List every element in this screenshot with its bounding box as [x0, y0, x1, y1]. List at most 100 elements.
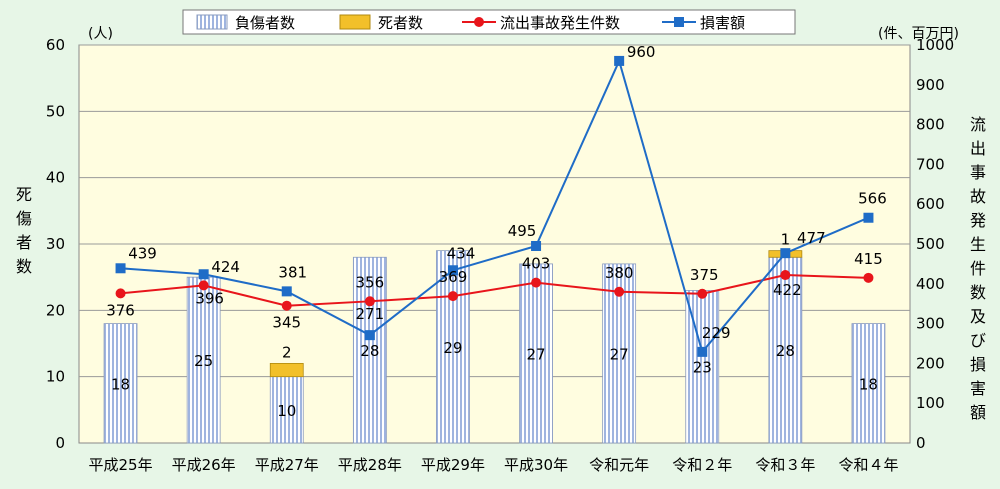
right-axis-title-char: 件 [970, 259, 986, 278]
right-axis-title-char: び [970, 331, 986, 350]
incidents-value-label: 403 [522, 255, 551, 273]
injured-bar [768, 256, 803, 444]
axes-layer: 0102030405060010020030040050060070080090… [46, 36, 954, 474]
right-axis-title-char: 出 [970, 139, 986, 158]
damage-point [531, 240, 542, 251]
category-label: 令和３年 [755, 456, 815, 474]
injured-value-label: 25 [194, 352, 213, 370]
injured-value-label: 23 [693, 359, 712, 377]
injured-bar [103, 323, 138, 444]
injured-bar [851, 323, 886, 444]
right-tick-label: 700 [916, 155, 945, 173]
damage-point [697, 346, 708, 357]
incidents-line [120, 274, 869, 307]
right-axis-title-char: 流 [970, 115, 986, 134]
damage-value-label: 495 [508, 222, 537, 240]
right-tick-label: 600 [916, 195, 945, 213]
category-label: 平成30年 [504, 456, 568, 474]
incidents-value-label: 369 [439, 268, 468, 286]
injured-bar [352, 256, 387, 444]
damage-value-label: 566 [858, 190, 887, 208]
category-label: 平成25年 [89, 456, 153, 474]
left-tick-label: 40 [46, 169, 65, 187]
category-label: 平成26年 [172, 456, 236, 474]
injured-value-label: 28 [360, 342, 379, 360]
incidents-value-label: 415 [854, 250, 883, 268]
incidents-point [614, 286, 625, 297]
damage-point [614, 55, 625, 66]
damage-point [780, 248, 791, 259]
damage-value-label: 434 [447, 244, 476, 262]
damage-value-label: 477 [797, 229, 826, 247]
incidents-point [447, 291, 458, 302]
right-tick-label: 300 [916, 315, 945, 333]
lines-layer [115, 55, 874, 357]
injured-bar [519, 263, 553, 444]
legend-label: 負傷者数 [235, 14, 295, 32]
incidents-point [780, 270, 791, 281]
right-axis-unit: (件、百万円) [878, 26, 959, 42]
category-label: 令和２年 [672, 456, 732, 474]
damage-point [115, 263, 126, 274]
incidents-point [281, 300, 292, 311]
injured-bar [186, 276, 221, 444]
incidents-value-label: 356 [356, 273, 385, 291]
right-tick-label: 400 [916, 275, 945, 293]
right-tick-label: 200 [916, 354, 945, 372]
damage-point [447, 265, 458, 276]
left-axis-title-char: 死 [16, 185, 32, 204]
incidents-point [863, 272, 874, 283]
incidents-point [531, 277, 542, 288]
right-axis-title-char: 発 [970, 211, 986, 230]
incidents-value-label: 376 [106, 301, 135, 319]
right-tick-label: 1000 [916, 36, 954, 54]
legend-label: 流出事故発生件数 [500, 14, 620, 32]
legend-label: 損害額 [700, 14, 745, 32]
legend-swatch-deaths [339, 14, 371, 30]
damage-line [120, 58, 869, 354]
right-axis-title-char: 害 [970, 379, 986, 398]
damage-point [364, 330, 375, 341]
category-label: 令和元年 [589, 456, 649, 474]
legend-marker-incidents [474, 17, 484, 27]
left-tick-label: 60 [46, 36, 65, 54]
incidents-value-label: 380 [605, 264, 634, 282]
death-bar [269, 362, 304, 378]
legend: 負傷者数 死者数 流出事故発生件数 損害額 [182, 9, 796, 35]
left-tick-label: 0 [55, 434, 65, 452]
category-label: 令和４年 [838, 456, 898, 474]
left-axis-unit: (人) [88, 26, 113, 42]
damage-point [281, 286, 292, 297]
damage-value-label: 271 [356, 305, 385, 323]
left-tick-label: 20 [46, 301, 65, 319]
damage-point [198, 269, 209, 280]
right-axis-title-char: 故 [970, 187, 986, 206]
right-axis-title-char: 生 [970, 235, 986, 254]
damage-value-label: 439 [128, 244, 157, 262]
legend-label: 死者数 [378, 14, 423, 32]
incidents-value-label: 375 [690, 266, 719, 284]
incidents-point [115, 288, 126, 299]
category-label: 平成27年 [255, 456, 319, 474]
injured-value-label: 18 [859, 375, 878, 393]
injured-value-label: 27 [527, 345, 546, 363]
death-value-label: 2 [282, 343, 292, 361]
injured-value-label: 29 [443, 339, 462, 357]
left-axis-title-char: 者 [16, 233, 32, 252]
right-axis-title-char: 損 [970, 355, 986, 374]
left-tick-label: 50 [46, 102, 65, 120]
category-label: 平成29年 [421, 456, 485, 474]
injured-value-label: 27 [610, 345, 629, 363]
incidents-value-label: 422 [773, 281, 802, 299]
incidents-point [198, 280, 209, 291]
left-tick-label: 10 [46, 368, 65, 386]
injured-value-label: 10 [277, 402, 296, 420]
damage-point [863, 212, 874, 223]
legend-swatch-injured [196, 14, 228, 30]
incidents-value-label: 396 [195, 289, 224, 307]
damage-value-label: 424 [211, 258, 240, 276]
injured-value-label: 18 [111, 375, 130, 393]
